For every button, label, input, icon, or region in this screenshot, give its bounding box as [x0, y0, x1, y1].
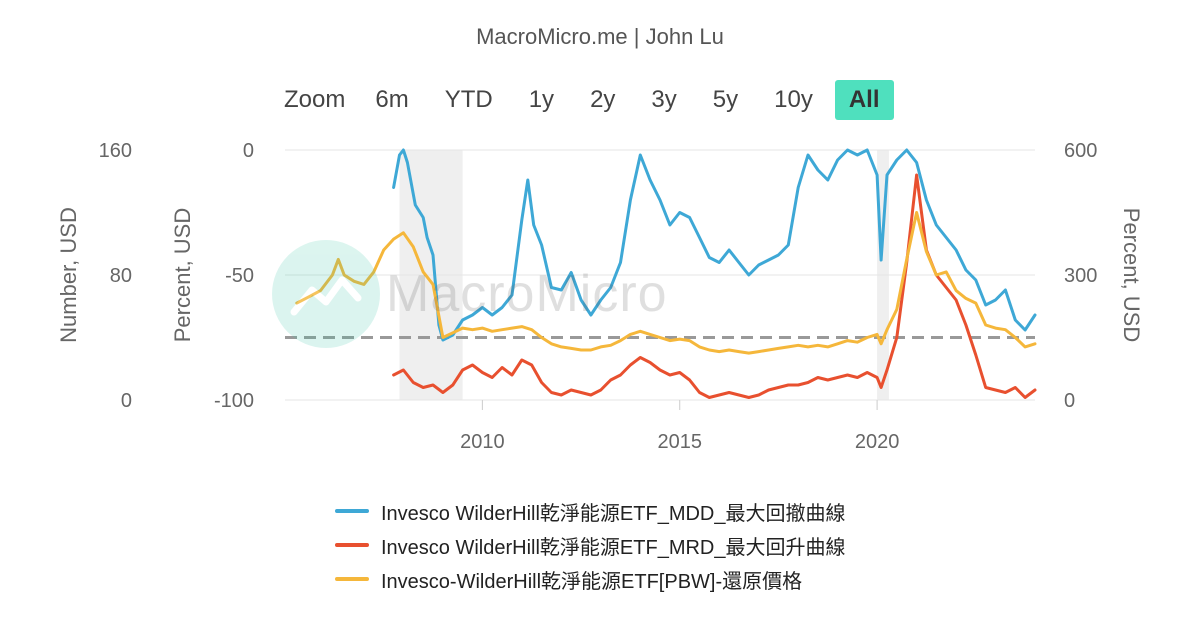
- legend-swatch-mdd: [335, 509, 369, 513]
- zoom-5y-button[interactable]: 5y: [712, 86, 739, 113]
- axis-label-number-usd: Number, USD: [56, 207, 81, 343]
- legend-item-price[interactable]: Invesco-WilderHill乾淨能源ETF[PBW]-還原價格: [335, 562, 846, 596]
- series-line-0: [392, 148, 1037, 342]
- tick-labels: 160 80 0 0 -50 -100 600 300 0 2010 2015 2020: [99, 140, 1098, 453]
- legend-item-mdd[interactable]: Invesco WilderHill乾淨能源ETF_MDD_最大回撤曲線: [335, 494, 846, 528]
- left-outer-tick-1: 80: [110, 265, 132, 287]
- source-credit: MacroMicro.me | John Lu: [476, 24, 724, 49]
- left-inner-tick-2: -100: [214, 390, 254, 412]
- x-tick-label-1: 2015: [657, 431, 702, 453]
- series-line-1: [392, 173, 1037, 399]
- zoom-1y-button[interactable]: 1y: [528, 86, 555, 113]
- zoom-bar: Zoom 6m YTD 1y 2y 3y 5y 10y All: [272, 78, 898, 122]
- legend-label-mdd: Invesco WilderHill乾淨能源ETF_MDD_最大回撤曲線: [381, 502, 846, 525]
- zoom-6m-button[interactable]: 6m: [375, 86, 409, 113]
- x-tick-label-2: 2020: [855, 431, 900, 453]
- series-line-2: [295, 211, 1037, 355]
- right-tick-1: 300: [1064, 265, 1097, 287]
- left-inner-tick-0: 0: [243, 140, 254, 162]
- zoom-all-button[interactable]: All: [834, 80, 894, 120]
- zoom-ytd-button[interactable]: YTD: [444, 86, 493, 113]
- zoom-2y-button[interactable]: 2y: [590, 86, 616, 113]
- axis-label-percent-right: Percent, USD: [1119, 208, 1144, 343]
- zoom-label: Zoom: [284, 86, 346, 113]
- zoom-10y-button[interactable]: 10y: [774, 86, 813, 113]
- legend: Invesco WilderHill乾淨能源ETF_MDD_最大回撤曲線 Inv…: [335, 494, 846, 596]
- right-tick-0: 600: [1064, 140, 1097, 162]
- x-tick-label-0: 2010: [460, 431, 505, 453]
- gridlines: [285, 149, 1035, 410]
- zoom-3y-button[interactable]: 3y: [651, 86, 677, 113]
- series-lines: [295, 148, 1037, 399]
- legend-swatch-price: [335, 577, 369, 581]
- legend-label-price: Invesco-WilderHill乾淨能源ETF[PBW]-還原價格: [381, 570, 803, 593]
- left-outer-tick-2: 0: [121, 390, 132, 412]
- left-inner-tick-1: -50: [225, 265, 254, 287]
- legend-label-mrd: Invesco WilderHill乾淨能源ETF_MRD_最大回升曲線: [381, 536, 846, 559]
- legend-swatch-mrd: [335, 543, 369, 547]
- legend-item-mrd[interactable]: Invesco WilderHill乾淨能源ETF_MRD_最大回升曲線: [335, 528, 846, 562]
- left-outer-tick-0: 160: [99, 140, 132, 162]
- axis-label-percent-left: Percent, USD: [170, 208, 195, 343]
- right-tick-2: 0: [1064, 390, 1075, 412]
